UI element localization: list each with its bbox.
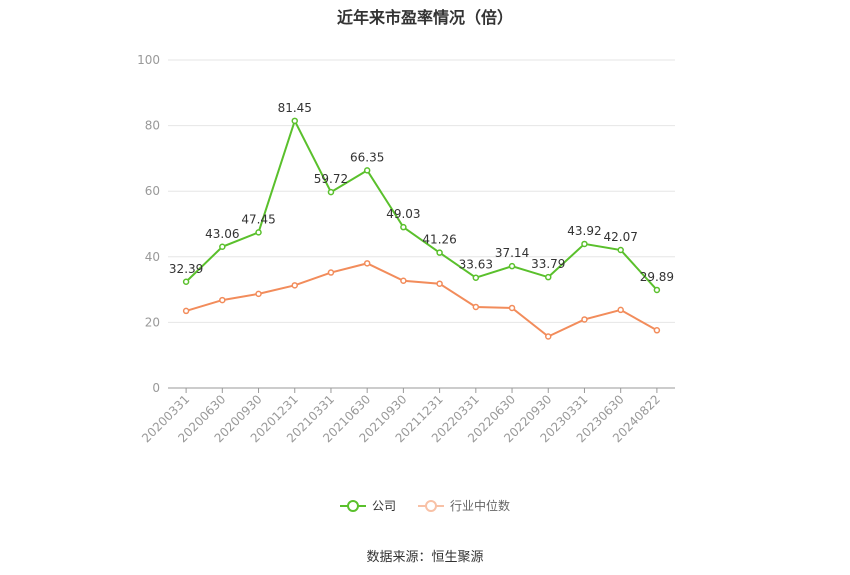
data-label: 66.35 [350,150,384,164]
data-point-industry-median [436,280,443,287]
series-line-company [185,118,658,291]
data-label: 49.03 [386,207,420,221]
data-point-company [255,229,262,236]
data-point-company [653,286,661,294]
data-point-industry-median [255,290,262,298]
data-point-industry-median [653,327,661,334]
data-label: 42.07 [603,230,637,244]
y-tick-label: 60 [145,184,160,198]
data-point-industry-median [219,296,226,304]
data-label: 43.06 [205,227,239,241]
data-label: 41.26 [422,233,456,247]
data-point-industry-median [182,307,190,315]
y-tick-label: 40 [145,250,160,264]
data-point-industry-median [327,269,335,276]
data-point-company [363,167,371,174]
series-line-industry-median [185,262,658,338]
y-tick-label: 20 [145,315,160,329]
legend-label-company: 公司 [371,499,396,513]
data-source: 数据来源：恒生聚源 [366,550,484,565]
data-point-company [327,188,335,196]
data-point-company [291,117,298,125]
data-point-company [581,240,588,248]
legend-item-industry-median[interactable]: 行业中位数 [418,497,510,514]
data-label: 32.39 [169,262,203,276]
data-point-industry-median [400,277,407,284]
data-label: 59.72 [314,172,348,186]
legend-swatch-company [339,499,366,513]
legend-label-industry-median: 行业中位数 [450,499,511,513]
chart-title: 近年来市盈率情况（倍） [336,8,513,27]
data-point-company [219,243,226,251]
data-point-industry-median [363,260,371,267]
data-point-industry-median [291,282,298,289]
data-point-company [472,274,480,281]
data-label: 37.14 [495,246,529,260]
data-point-industry-median [545,333,552,340]
data-label: 43.92 [567,224,601,238]
data-point-company [436,249,443,256]
y-tick-label: 0 [152,381,160,395]
data-label: 47.45 [241,212,275,226]
data-label: 81.45 [278,101,312,115]
data-point-industry-median [472,303,480,311]
data-label: 33.63 [459,258,493,272]
data-point-industry-median [617,306,624,314]
y-tick-label: 100 [137,53,160,67]
legend-item-company[interactable]: 公司 [339,497,396,514]
data-label: 29.89 [640,270,674,284]
data-point-industry-median [581,316,588,323]
legend: 公司 行业中位数 [0,497,850,514]
data-point-industry-median [508,304,516,312]
data-point-company [617,246,624,254]
data-label: 33.79 [531,257,565,271]
data-point-company [182,278,190,286]
data-point-company [400,223,407,231]
legend-swatch-industry-median [418,499,444,513]
data-point-company [545,273,552,281]
data-point-company [508,262,516,270]
y-tick-label: 80 [145,119,160,133]
